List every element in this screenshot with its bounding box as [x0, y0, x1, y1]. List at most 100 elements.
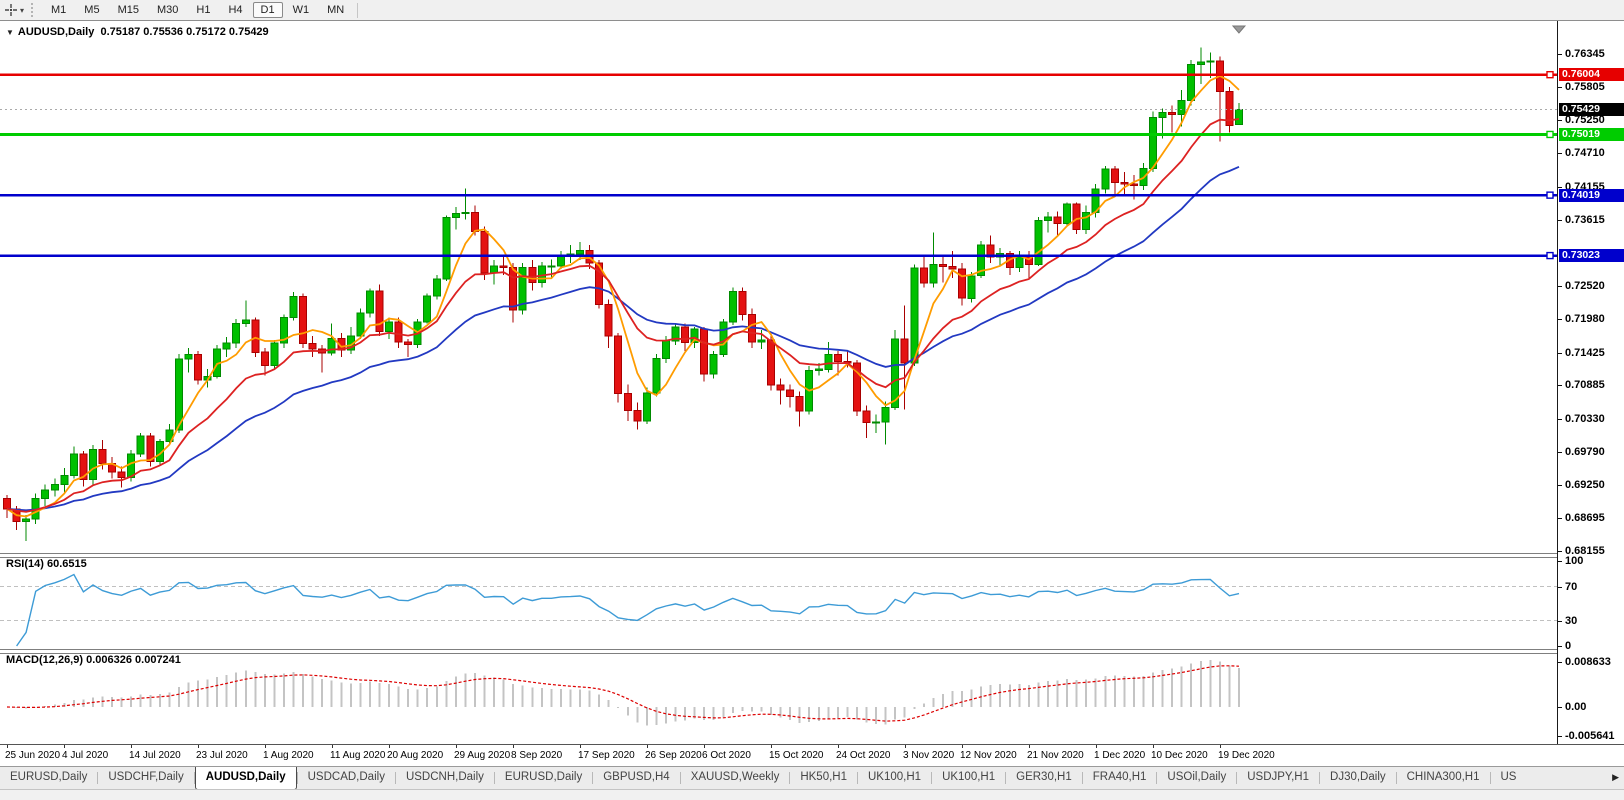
date-label: 25 Jun 2020	[5, 750, 61, 761]
date-label: 17 Sep 2020	[578, 750, 635, 761]
macd-indicator-label: MACD(12,26,9) 0.006326 0.007241	[6, 654, 181, 666]
tab-separator	[394, 772, 396, 784]
price-axis[interactable]: 0.76345 0.75805 0.75250 0.74710 0.74155 0.736…	[1557, 21, 1624, 744]
axis-tick-label: 0.73615	[1565, 214, 1605, 226]
rsi-pane-canvas[interactable]	[0, 556, 1557, 649]
date-tick-mark	[1220, 745, 1221, 748]
timeframe-button-W1[interactable]: W1	[292, 4, 310, 16]
date-tick-mark	[332, 745, 333, 748]
axis-tick-label: 0.70885	[1565, 379, 1605, 391]
date-label: 6 Oct 2020	[702, 750, 751, 761]
price-level-badge: 0.76004	[1559, 68, 1624, 82]
axis-tick-mark	[1558, 662, 1562, 663]
timeframe-button-MN[interactable]: MN	[327, 4, 345, 16]
chart-tab-USDCHF-Daily[interactable]: USDCHF,Daily	[108, 771, 184, 783]
date-tick-mark	[64, 745, 65, 748]
tab-separator	[857, 772, 858, 784]
axis-tick-mark	[1558, 353, 1562, 354]
chart-tab-DJ30-Daily[interactable]: DJ30,Daily	[1330, 771, 1386, 783]
tab-separator	[1319, 772, 1321, 784]
tool-dropdown-caret-icon[interactable]: ▾	[20, 5, 25, 15]
price-chart-canvas[interactable]	[0, 21, 1557, 553]
timeframe-button-D1[interactable]: D1	[252, 2, 283, 18]
tab-separator	[97, 772, 99, 784]
axis-tick-mark	[1558, 561, 1562, 562]
axis-tick-mark	[1558, 485, 1562, 486]
chart-tab-XAUUSD-Weekly[interactable]: XAUUSD,Weekly	[690, 771, 780, 783]
chart-tab-EURUSD-Daily[interactable]: EURUSD,Daily	[10, 771, 88, 783]
pane-resize-separator[interactable]	[0, 553, 1557, 558]
axis-tick-mark	[1558, 736, 1562, 737]
timeframe-button-M30[interactable]: M30	[156, 4, 179, 16]
tab-separator	[679, 772, 681, 784]
axis-tick-label: -0.005641	[1565, 730, 1615, 742]
chart-tab-FRA40-H1[interactable]: FRA40,H1	[1092, 771, 1147, 783]
price-level-badge: 0.73023	[1559, 249, 1624, 263]
axis-tick-label: 0.76345	[1565, 48, 1605, 60]
chart-tab-USOil-Daily[interactable]: USOil,Daily	[1167, 771, 1227, 783]
date-label: 23 Jul 2020	[196, 750, 248, 761]
pane-resize-separator[interactable]	[0, 649, 1557, 654]
date-tick-mark	[1153, 745, 1154, 748]
tab-scroll-right-icon[interactable]: ▶	[1612, 772, 1619, 782]
date-tick-mark	[704, 745, 705, 748]
axis-tick-mark	[1558, 646, 1562, 647]
date-tick-mark	[7, 745, 8, 748]
axis-tick-label: 100	[1565, 555, 1584, 567]
chart-tab-AUDUSD-Daily[interactable]: AUDUSD,Daily	[194, 767, 297, 790]
rsi-value: 60.6515	[46, 558, 87, 570]
chart-tab-GER30-H1[interactable]: GER30,H1	[1016, 771, 1072, 783]
toolbar-separator	[357, 2, 359, 18]
tab-separator	[1156, 772, 1158, 784]
axis-tick-mark	[1558, 551, 1562, 552]
axis-tick-label: 30	[1565, 615, 1578, 627]
timeframe-button-M1[interactable]: M1	[51, 4, 67, 16]
axis-tick-label: 0.72520	[1565, 280, 1605, 292]
timeframe-toolbar: ▾ M1 M5 M15 M30 H1 H4 D1 W1 MN	[0, 0, 1624, 21]
tab-separator	[931, 772, 933, 784]
tab-separator	[592, 772, 594, 784]
date-tick-mark	[771, 745, 772, 748]
price-level-badge: 0.74019	[1559, 188, 1624, 202]
timeframe-button-M5[interactable]: M5	[84, 4, 100, 16]
macd-pane-canvas[interactable]	[0, 652, 1557, 744]
chart-tab-USDJPY-H1[interactable]: USDJPY,H1	[1247, 771, 1310, 783]
time-axis[interactable]: 25 Jun 2020 4 Jul 2020 14 Jul 2020 23 Jul 2…	[0, 745, 1624, 766]
chart-tab-UK100-H1[interactable]: UK100,H1	[868, 771, 922, 783]
toolbar-grip[interactable]	[31, 3, 35, 17]
date-label: 29 Aug 2020	[454, 750, 511, 761]
axis-tick-label: 0.74710	[1565, 147, 1605, 159]
chart-area[interactable]: ▼ AUDUSD,Daily 0.75187 0.75536 0.75172 0.…	[0, 21, 1624, 745]
chart-tab-USDCNH-Daily[interactable]: USDCNH,Daily	[405, 771, 484, 783]
chart-tab-US[interactable]: US	[1500, 771, 1517, 783]
timeframe-button-H1[interactable]: H1	[196, 4, 211, 16]
chart-tab-EURUSD-Daily[interactable]: EURUSD,Daily	[504, 771, 583, 783]
timeframe-button-M15[interactable]: M15	[117, 4, 139, 16]
tab-separator	[296, 772, 298, 784]
date-tick-mark	[513, 745, 514, 748]
date-label: 26 Sep 2020	[645, 750, 702, 761]
chart-tab-HK50-H1[interactable]: HK50,H1	[800, 771, 847, 783]
axis-tick-mark	[1558, 87, 1562, 88]
tab-separator	[193, 772, 195, 784]
current-price-badge: 0.75429	[1559, 103, 1624, 117]
axis-tick-mark	[1558, 707, 1562, 708]
chart-crosshair-icon[interactable]	[0, 3, 20, 17]
date-tick-mark	[1029, 745, 1030, 748]
chart-tab-UK100-H1[interactable]: UK100,H1	[942, 771, 996, 783]
chart-tab-bar: EURUSD,Daily USDCHF,Daily AUDUSD,Daily USDC…	[0, 766, 1624, 790]
chart-tab-CHINA300-H1[interactable]: CHINA300,H1	[1406, 771, 1480, 783]
chart-tab-USDCAD-Daily[interactable]: USDCAD,Daily	[307, 771, 385, 783]
date-tick-mark	[131, 745, 132, 748]
axis-tick-label: 70	[1565, 581, 1578, 593]
timeframe-button-H4[interactable]: H4	[228, 4, 243, 16]
axis-tick-label: 0.75250	[1565, 114, 1605, 126]
ohlc-values: 0.75187 0.75536 0.75172 0.75429	[100, 26, 269, 38]
date-tick-mark	[838, 745, 839, 748]
collapse-arrow-icon[interactable]: ▼	[6, 28, 14, 37]
tab-separator	[1005, 772, 1007, 784]
date-label: 4 Jul 2020	[62, 750, 109, 761]
date-tick-mark	[265, 745, 266, 748]
date-label: 8 Sep 2020	[511, 750, 563, 761]
chart-tab-GBPUSD-H4[interactable]: GBPUSD,H4	[603, 771, 670, 783]
